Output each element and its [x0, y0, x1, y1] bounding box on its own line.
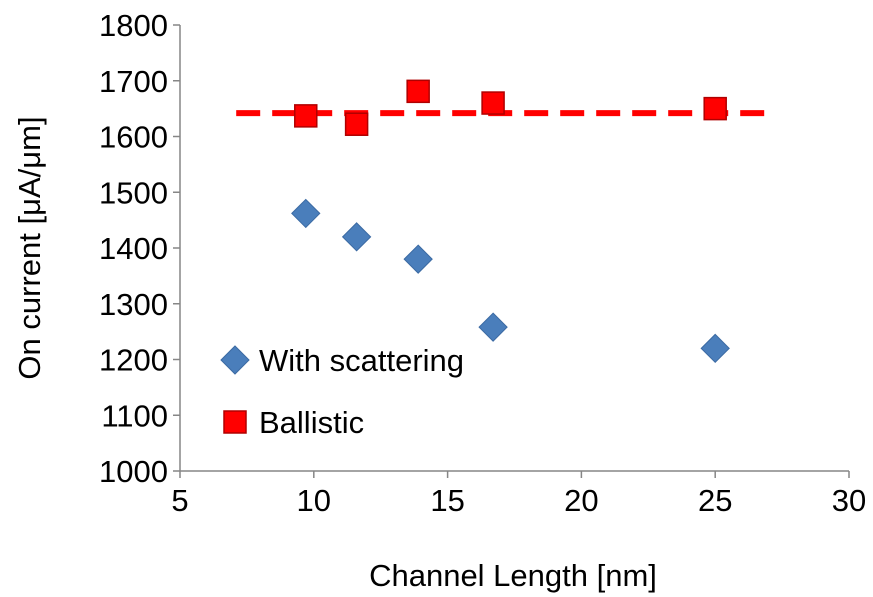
y-tick-label: 1000	[99, 454, 168, 489]
legend-marker-diamond	[220, 345, 250, 375]
diamond-point	[700, 333, 730, 364]
x-tick-label: 25	[698, 483, 732, 518]
x-tick-label: 20	[564, 483, 598, 518]
diamond-point	[478, 312, 508, 342]
series-square	[294, 79, 727, 136]
square-point	[481, 91, 505, 115]
square-point	[344, 112, 369, 136]
diamond-point	[291, 198, 321, 229]
legend-label: Ballistic	[259, 405, 364, 440]
x-tick-label: 30	[832, 483, 866, 518]
y-tick-label: 1600	[99, 120, 168, 155]
x-tick-label: 15	[430, 483, 464, 518]
y-tick-label: 1300	[99, 287, 168, 322]
axes: 1000 1100 1200 1300 1400 1500 1600 1700 1800 5 10 1…	[99, 8, 866, 518]
y-tick-label: 1500	[99, 175, 168, 210]
square-point	[294, 104, 318, 128]
x-tick-label: 10	[297, 483, 331, 518]
series-diamond	[291, 198, 730, 364]
legend-marker-square	[223, 410, 247, 434]
y-tick-label: 1800	[99, 8, 168, 43]
square-point	[703, 96, 727, 121]
y-axis-title: On current [μA/μm]	[12, 116, 47, 379]
x-tick-label: 5	[171, 483, 188, 518]
y-tick-label: 1400	[99, 231, 168, 266]
diamond-point	[403, 244, 433, 274]
y-tick-label: 1100	[101, 398, 168, 433]
y-tick-label: 1700	[99, 64, 168, 99]
x-axis-title: Channel Length [nm]	[369, 558, 657, 593]
square-point	[406, 79, 430, 104]
points-layer	[291, 79, 730, 364]
legend: With scattering Ballistic	[220, 343, 464, 440]
legend-label: With scattering	[259, 343, 464, 378]
y-tick-label: 1200	[99, 343, 168, 378]
diamond-point	[341, 222, 372, 252]
